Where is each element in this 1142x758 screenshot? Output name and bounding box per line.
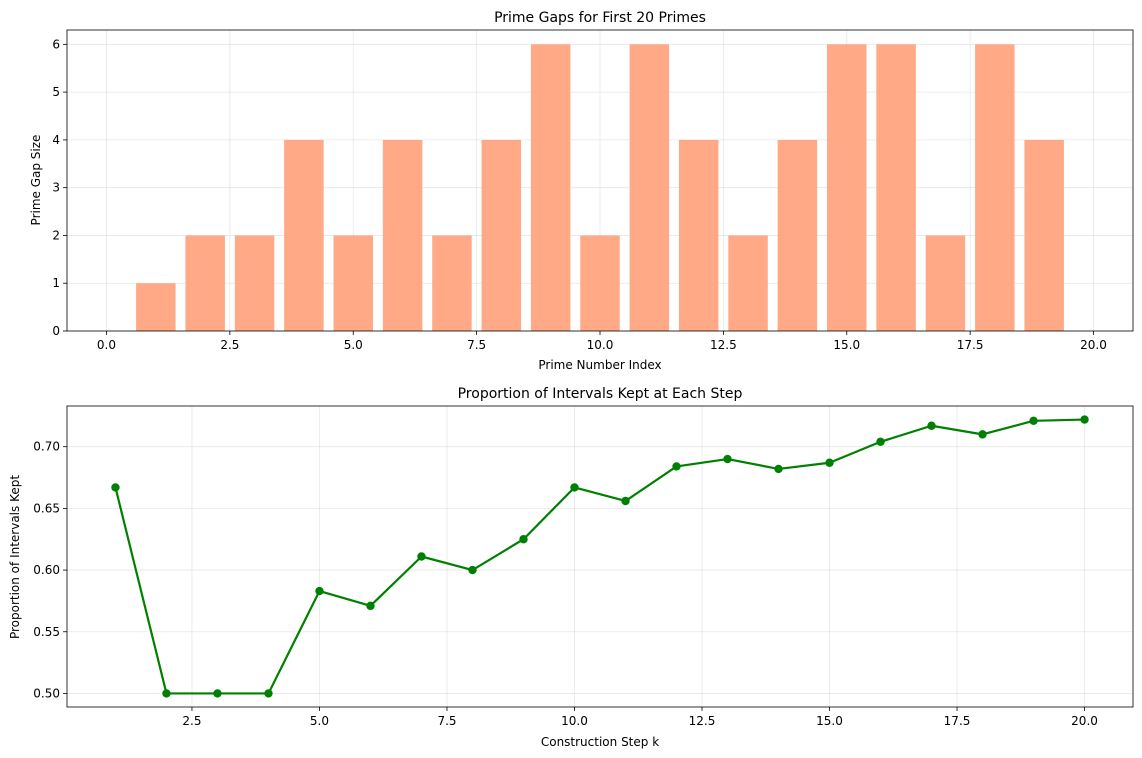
x-tick-label: 10.0	[561, 714, 588, 728]
line-series	[111, 415, 1089, 698]
y-axis-label: Proportion of Intervals Kept	[8, 475, 22, 639]
x-tick-label: 0.0	[97, 338, 116, 352]
data-point	[927, 421, 936, 430]
x-tick-label: 15.0	[833, 338, 860, 352]
data-point	[315, 586, 324, 596]
y-tick-label: 4	[52, 133, 60, 147]
x-axis-label: Construction Step k	[541, 735, 659, 749]
y-axis-label: Prime Gap Size	[29, 135, 43, 226]
bar-chart-prime-gaps: Prime Gaps for First 20 Primes 0.0 2.5 5.0…	[29, 10, 1134, 372]
y-axis-ticks: 0.50 0.55 0.60 0.65 0.70	[33, 440, 67, 700]
data-point	[162, 689, 171, 698]
y-tick-label: 2	[52, 228, 60, 242]
x-tick-label: 2.5	[220, 338, 239, 352]
x-tick-label: 12.5	[689, 714, 716, 728]
x-tick-label: 20.0	[1071, 714, 1098, 728]
data-point	[213, 689, 222, 698]
bars	[136, 44, 1064, 331]
y-tick-label: 0.60	[33, 563, 60, 577]
bar	[432, 235, 472, 331]
y-tick-label: 0.50	[33, 686, 60, 700]
x-tick-label: 10.0	[587, 338, 614, 352]
x-tick-label: 17.5	[957, 338, 984, 352]
data-point	[417, 552, 426, 561]
data-point	[111, 483, 120, 492]
y-tick-label: 1	[52, 276, 60, 290]
data-point	[876, 437, 885, 446]
bar	[333, 235, 373, 331]
x-tick-label: 5.0	[310, 714, 329, 728]
bar	[185, 235, 225, 331]
x-tick-label: 2.5	[182, 714, 201, 728]
data-point	[621, 496, 630, 506]
data-point	[519, 535, 528, 544]
data-point	[672, 462, 681, 471]
y-tick-label: 3	[52, 181, 60, 195]
bar	[678, 139, 719, 331]
y-tick-label: 0.55	[33, 625, 60, 639]
x-tick-label: 7.5	[437, 714, 456, 728]
bar	[580, 235, 620, 331]
bar	[1024, 139, 1064, 331]
line-chart-proportion-kept: Proportion of Intervals Kept at Each Ste…	[8, 386, 1134, 749]
y-tick-label: 5	[52, 85, 60, 99]
data-point	[825, 458, 834, 467]
x-tick-label: 5.0	[344, 338, 363, 352]
bar	[777, 139, 818, 331]
bar	[530, 44, 571, 331]
bar	[827, 44, 867, 331]
y-tick-label: 6	[52, 37, 60, 51]
bar	[234, 235, 275, 331]
bar	[136, 283, 176, 331]
x-tick-label: 20.0	[1080, 338, 1107, 352]
bar	[481, 139, 522, 331]
x-tick-label: 7.5	[467, 338, 486, 352]
data-point	[978, 430, 987, 439]
data-point	[774, 464, 783, 474]
y-tick-label: 0.65	[33, 501, 60, 515]
chart-title: Prime Gaps for First 20 Primes	[494, 10, 706, 26]
y-axis-ticks: 0 1 2 3 4 5 6	[52, 37, 67, 338]
bar	[975, 44, 1015, 331]
x-tick-label: 17.5	[944, 714, 971, 728]
series-line	[114, 418, 1085, 695]
x-axis-label: Prime Number Index	[538, 358, 661, 372]
x-tick-label: 15.0	[816, 714, 843, 728]
x-axis-ticks: 2.5 5.0 7.5 10.0 12.5 15.0 17.5 20.0	[182, 707, 1098, 728]
chart-title: Proportion of Intervals Kept at Each Ste…	[458, 386, 743, 402]
data-point	[366, 601, 375, 611]
y-tick-label: 0.70	[33, 440, 60, 454]
data-point	[264, 689, 273, 698]
y-tick-label: 0	[52, 324, 60, 338]
data-point	[1029, 416, 1038, 426]
data-point	[570, 483, 579, 492]
data-point	[723, 454, 732, 464]
data-point	[1080, 415, 1089, 424]
data-point	[468, 565, 477, 575]
x-axis-ticks: 0.0 2.5 5.0 7.5 10.0 12.5 15.0 17.5 20.0	[97, 331, 1107, 352]
plot-area-frame	[66, 405, 1134, 708]
bar	[382, 139, 423, 331]
bar	[284, 139, 324, 331]
bar	[876, 44, 916, 331]
bar	[925, 235, 966, 331]
bar	[728, 235, 768, 331]
bar	[629, 44, 670, 331]
x-tick-label: 12.5	[710, 338, 737, 352]
